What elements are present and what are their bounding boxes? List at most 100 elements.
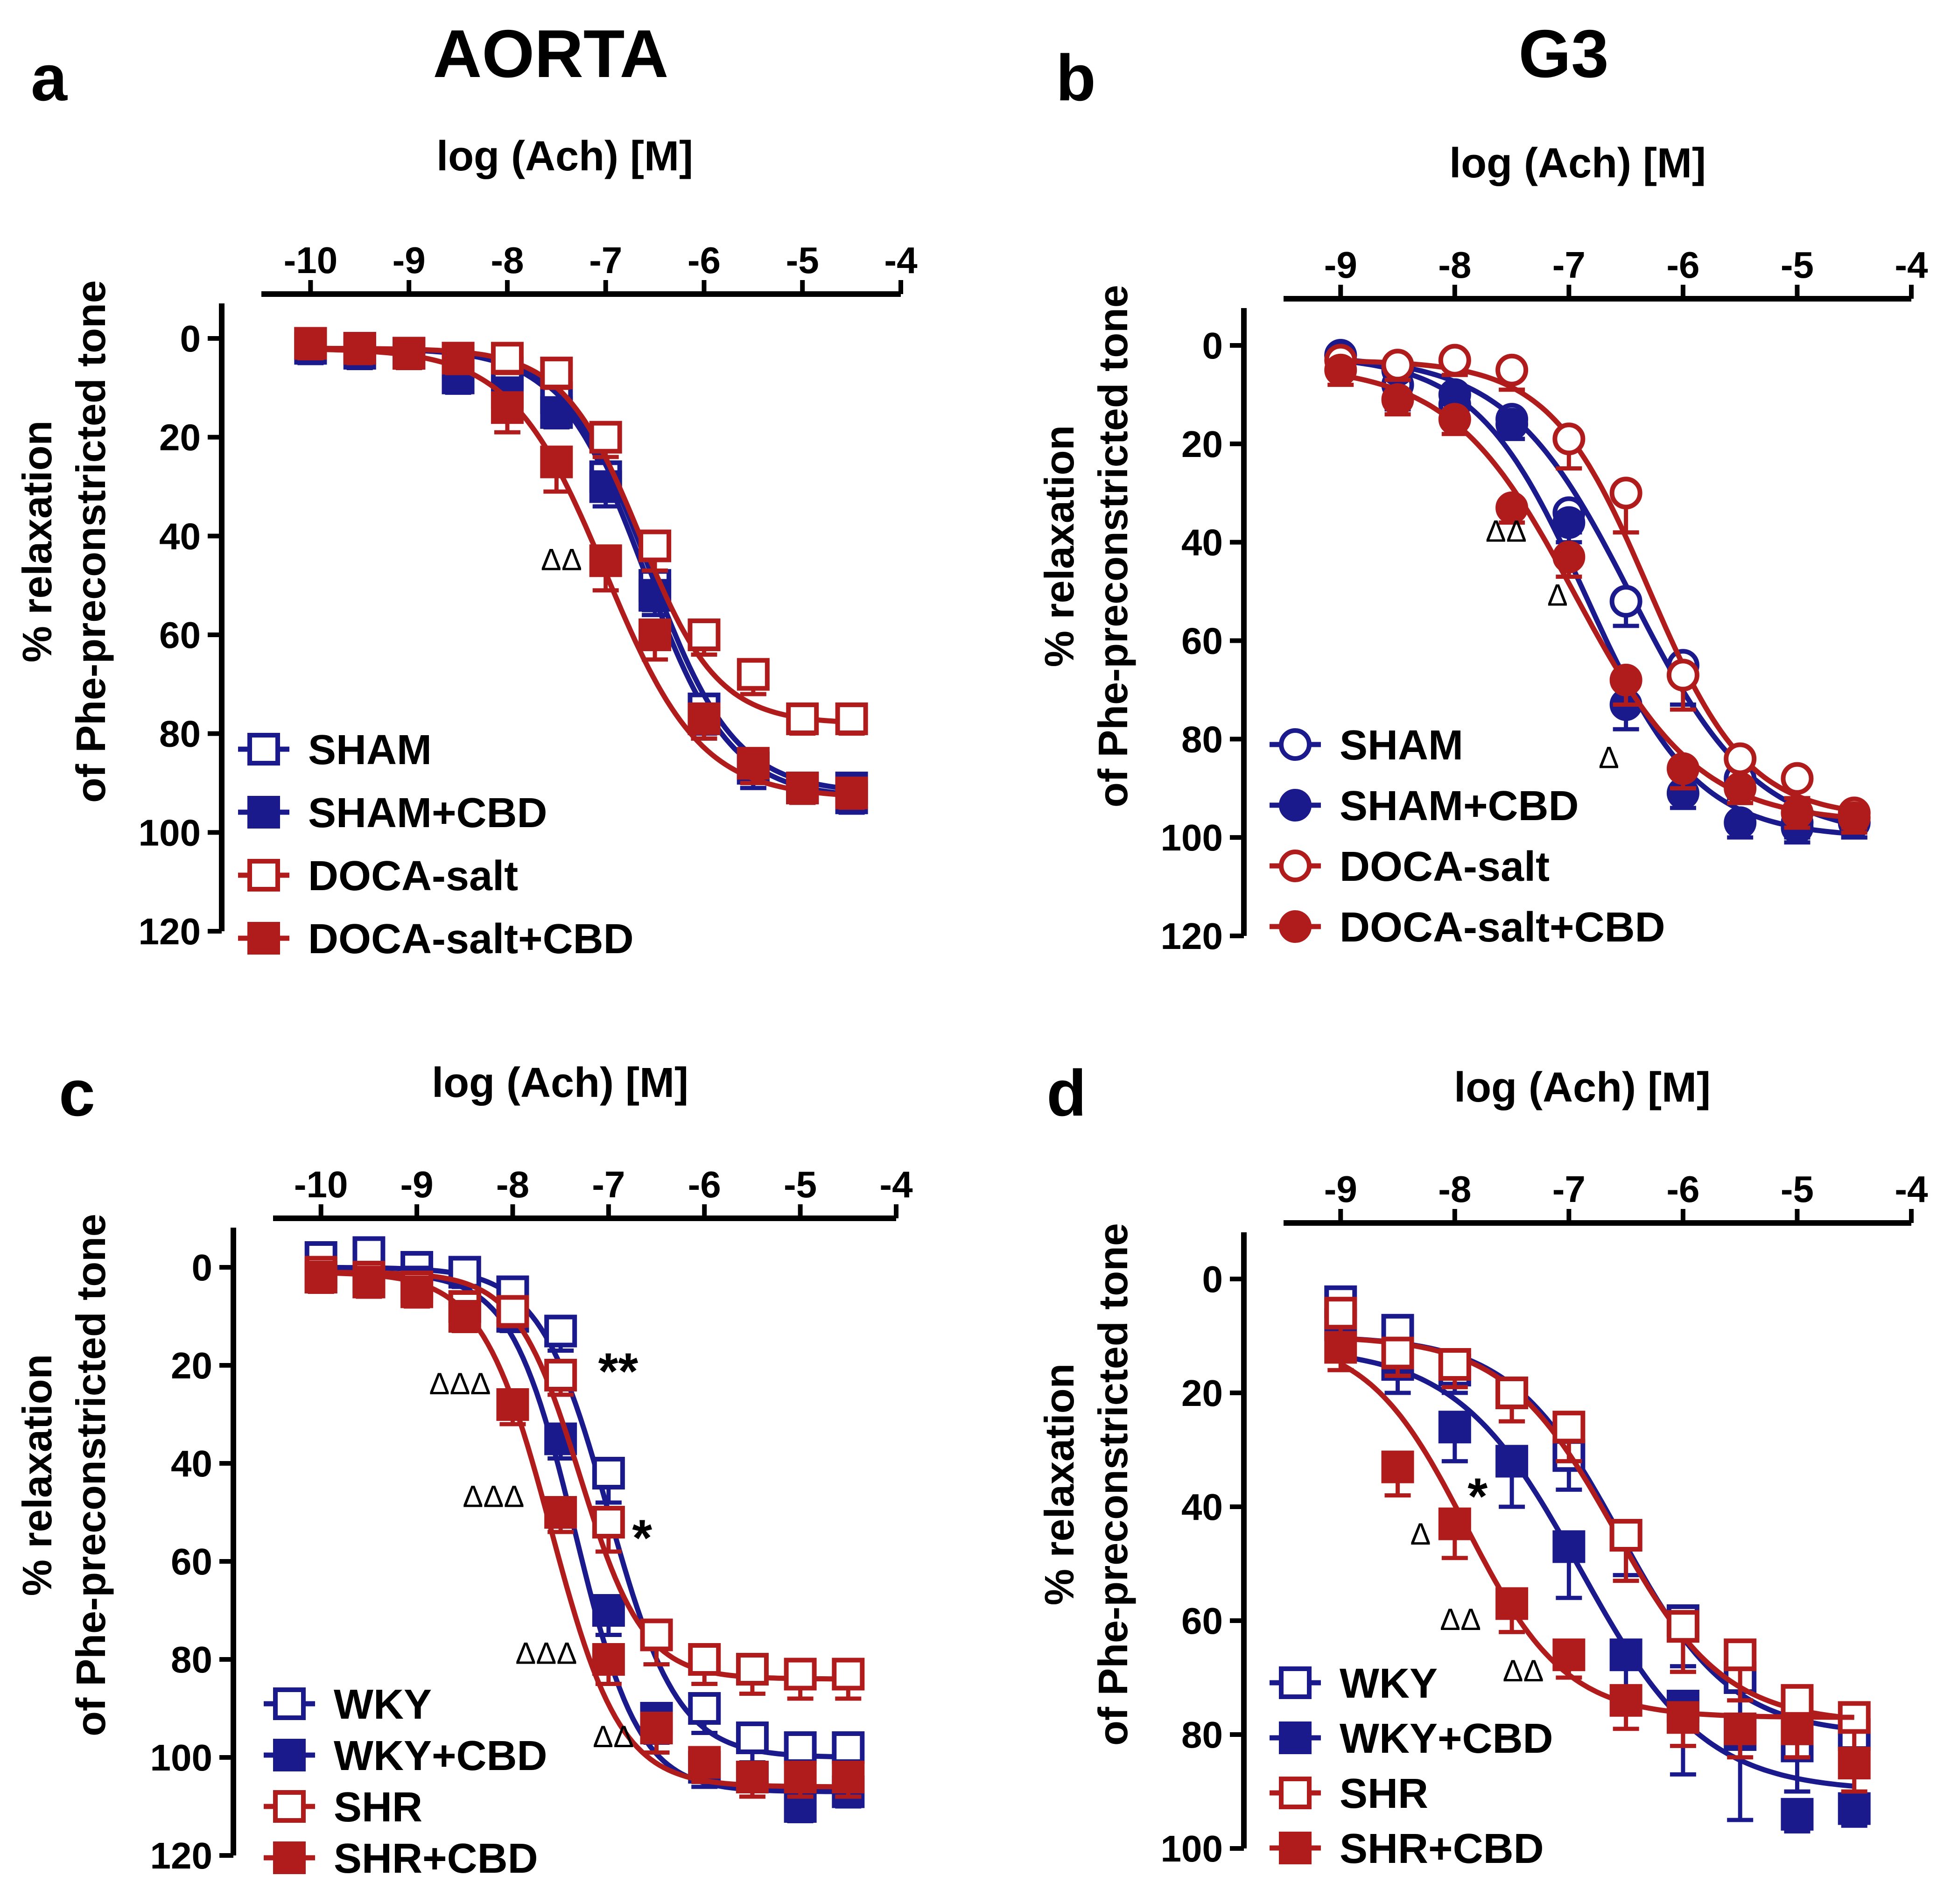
x-tick-label: -6: [1666, 244, 1699, 286]
y-tick-label: 0: [1202, 325, 1223, 366]
y-tick-label: 60: [171, 1541, 212, 1582]
legend-marker: [1279, 1721, 1312, 1754]
x-tick-label: -5: [1781, 1168, 1814, 1210]
panel-c: c log (Ach) [M] % relaxation of Phe-precons…: [14, 1056, 913, 1882]
legend-label: SHAM+CBD: [1340, 783, 1579, 829]
legend-marker: [273, 1739, 306, 1771]
legend-marker: [273, 1687, 306, 1720]
y-axis-label-line1: % relaxation: [14, 1354, 60, 1596]
data-point: [1781, 1798, 1814, 1831]
fit-curve: [1340, 372, 1855, 821]
x-tick-label: -9: [400, 1164, 434, 1205]
legend-item: DOCA-salt+CBD: [1270, 904, 1665, 951]
legend-marker: [1279, 789, 1312, 822]
y-tick-label: 80: [1181, 718, 1223, 760]
series-doca-salt-cbd: [1324, 353, 1871, 835]
x-tick-label: -4: [1895, 244, 1928, 286]
fit-curve: [1340, 1354, 1855, 1789]
y-axis-label-line2: of Phe-preconstricted tone: [1090, 285, 1136, 808]
data-point: [1552, 506, 1586, 539]
data-point: [688, 1692, 721, 1725]
x-tick-label: -7: [592, 1164, 625, 1205]
x-axis-label: log (Ach) [M]: [1454, 1064, 1711, 1111]
data-point: [589, 421, 622, 454]
data-point: [835, 702, 868, 735]
y-tick-label: 40: [171, 1443, 212, 1484]
data-point: [1495, 491, 1529, 524]
data-point: [1495, 1445, 1529, 1478]
legend-label: SHAM: [308, 727, 432, 773]
fit-curve: [1340, 357, 1855, 827]
data-point: [1495, 1377, 1529, 1409]
data-point: [1438, 1348, 1471, 1381]
y-tick-label: 40: [1181, 522, 1223, 563]
x-tick-label: -5: [1781, 244, 1814, 286]
x-tick-label: -8: [1438, 1168, 1471, 1210]
x-tick-label: -4: [884, 239, 918, 281]
x-tick-label: -9: [393, 239, 426, 281]
legend-marker: [1279, 850, 1312, 882]
data-point: [786, 772, 819, 805]
legend-label: DOCA-salt+CBD: [1340, 904, 1665, 951]
data-point: [1552, 1638, 1586, 1672]
data-point: [832, 1658, 865, 1691]
legend-item: WKY+CBD: [1270, 1715, 1553, 1762]
data-point: [1781, 762, 1814, 795]
data-point: [496, 1295, 529, 1328]
data-point: [1838, 801, 1871, 834]
legend-marker: [247, 796, 280, 829]
data-point: [1781, 1684, 1814, 1717]
data-point: [491, 391, 524, 424]
data-point: [784, 1731, 817, 1764]
panel-a: a AORTA log (Ach) [M] % relaxation of Phe-pr…: [14, 16, 918, 963]
significance-annotation: ΔΔΔ: [429, 1366, 491, 1401]
legend-item: WKY: [264, 1681, 432, 1728]
legend-item: SHR: [264, 1784, 422, 1831]
data-point: [343, 332, 376, 365]
significance-annotation: ΔΔΔ: [463, 1479, 524, 1514]
data-point: [1381, 1336, 1414, 1370]
fit-curve: [1340, 358, 1855, 814]
fit-curve: [1340, 358, 1855, 836]
legend-marker: [247, 859, 280, 892]
legend-item: SHAM: [238, 727, 432, 773]
data-point: [1552, 1411, 1586, 1444]
x-tick-label: -8: [496, 1164, 529, 1205]
data-point: [544, 1359, 577, 1391]
x-axis-label: log (Ach) [M]: [1449, 140, 1706, 187]
data-point: [1609, 663, 1642, 696]
legend-label: SHR+CBD: [1340, 1826, 1544, 1872]
significance-annotation: Δ: [1599, 740, 1619, 775]
legend-marker: [1279, 1777, 1312, 1809]
data-point: [1381, 1450, 1414, 1483]
data-point: [592, 1457, 625, 1489]
y-tick-label: 120: [139, 911, 201, 952]
y-tick-label: 20: [1181, 1372, 1223, 1414]
data-point: [1666, 752, 1699, 785]
data-point: [1495, 1587, 1529, 1620]
series-shr-cbd: [1324, 1331, 1871, 1794]
data-point: [1609, 585, 1642, 618]
data-point: [1724, 772, 1757, 805]
legend-item: SHR+CBD: [1270, 1826, 1544, 1872]
data-point: [832, 1761, 865, 1793]
significance-annotation: *: [1467, 1468, 1488, 1525]
data-point: [544, 1314, 577, 1348]
data-point: [1438, 1507, 1471, 1540]
x-tick-label: -5: [786, 239, 819, 281]
data-point: [1381, 383, 1414, 416]
data-point: [496, 1388, 529, 1421]
data-point: [640, 1618, 673, 1651]
y-tick-label: 100: [150, 1737, 212, 1778]
data-point: [1609, 1638, 1642, 1672]
data-point: [737, 747, 770, 780]
data-point: [1495, 353, 1529, 386]
y-tick-label: 0: [180, 318, 201, 359]
legend-label: SHAM: [1340, 722, 1463, 769]
data-point: [592, 1643, 625, 1676]
data-point: [1438, 1411, 1471, 1444]
y-tick-label: 20: [159, 417, 201, 458]
data-point: [1552, 541, 1586, 574]
panel-letter-b: b: [1056, 41, 1096, 114]
